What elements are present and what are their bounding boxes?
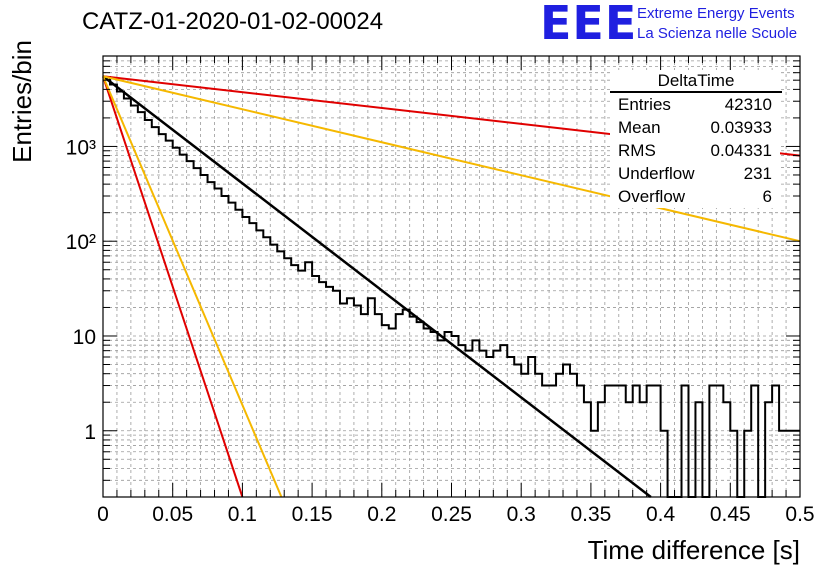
eee-logo: EEE — [540, 0, 638, 50]
stats-label: Entries — [618, 95, 671, 114]
x-tick-label: 0.35 — [570, 503, 611, 526]
stats-row-overflow: Overflow 6 — [610, 185, 780, 208]
stats-value: 0.04331 — [710, 141, 772, 160]
x-tick-label: 0.4 — [646, 503, 676, 526]
x-tick-labels: 0 0.05 0.1 0.15 0.2 0.25 0.3 0.35 0.4 0.45 0.5 — [97, 503, 814, 526]
stats-label: Underflow — [618, 164, 695, 183]
stats-title: DeltaTime — [610, 70, 782, 93]
y-tick-label: 10³ — [66, 136, 96, 159]
stats-label: RMS — [618, 141, 656, 160]
x-tick-label: 0.5 — [785, 503, 814, 526]
logo-line-1: Extreme Energy Events — [637, 5, 795, 22]
series-line — [102, 75, 652, 498]
y-tick-label: 10 — [73, 326, 96, 349]
grid — [103, 55, 800, 498]
y-axis-label: Entries/bin — [7, 40, 37, 163]
stats-box: DeltaTime Entries 42310 Mean 0.03933 RMS… — [610, 70, 782, 208]
y-tick-label: 1 — [84, 421, 96, 444]
series-line — [102, 75, 801, 243]
series-line — [102, 75, 283, 498]
stats-value: 231 — [743, 164, 772, 183]
x-tick-label: 0.15 — [292, 503, 333, 526]
x-tick-label: 0.25 — [431, 503, 472, 526]
x-tick-label: 0.3 — [507, 503, 536, 526]
chart-title: CATZ-01-2020-01-02-00024 — [82, 8, 384, 35]
stats-value: 42310 — [724, 95, 772, 114]
logo-caption: Extreme Energy Events La Scienza nelle S… — [637, 4, 797, 44]
y-tick-labels: 1 10 10² 10³ — [66, 136, 96, 443]
stats-value: 6 — [762, 187, 772, 206]
stats-value: 0.03933 — [710, 118, 772, 137]
x-tick-label: 0.45 — [710, 503, 751, 526]
x-axis-label: Time difference [s] — [588, 535, 800, 565]
x-tick-label: 0.05 — [152, 503, 193, 526]
series-line — [102, 75, 244, 498]
stats-row-entries: Entries 42310 — [610, 93, 780, 116]
stats-row-mean: Mean 0.03933 — [610, 116, 780, 139]
x-tick-label: 0.1 — [228, 503, 257, 526]
y-tick-label: 10² — [66, 231, 96, 254]
stats-row-rms: RMS 0.04331 — [610, 139, 780, 162]
logo-line-2: La Scienza nelle Scuole — [637, 25, 798, 42]
axis-ticks — [102, 55, 801, 498]
x-tick-label: 0 — [97, 503, 109, 526]
stats-label: Mean — [618, 118, 661, 137]
stats-row-underflow: Underflow 231 — [610, 162, 780, 185]
stats-label: Overflow — [618, 187, 686, 206]
x-tick-label: 0.2 — [367, 503, 396, 526]
